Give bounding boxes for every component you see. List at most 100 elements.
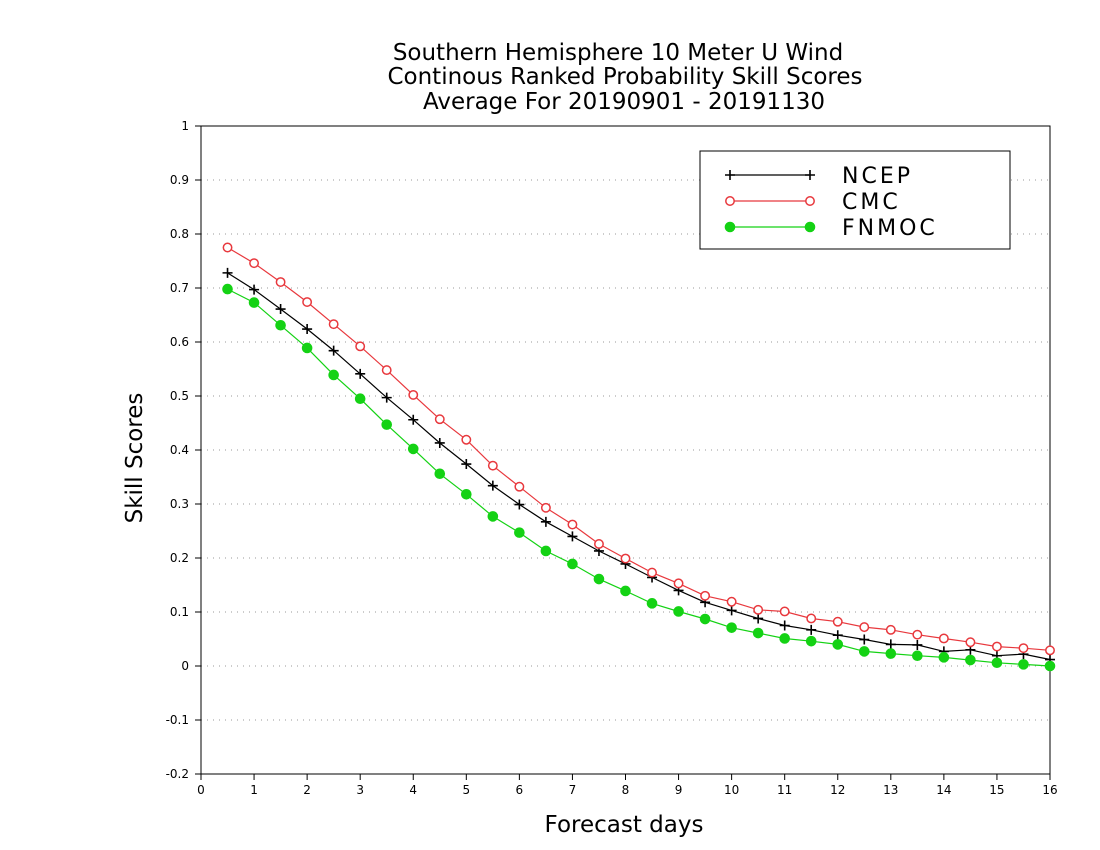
series-line-cmc <box>227 246 1051 651</box>
data-point-fnmoc <box>938 652 950 663</box>
legend-marker-ncep <box>805 170 815 180</box>
y-axis-title: Skill Scores <box>122 393 148 524</box>
data-point-fnmoc <box>646 598 658 609</box>
x-tick-label: 10 <box>724 783 739 797</box>
data-point-ncep <box>355 368 366 379</box>
data-point-ncep <box>514 499 525 510</box>
data-point-ncep <box>249 284 260 295</box>
title-line-2: Continous Ranked Probability Skill Score… <box>387 64 862 90</box>
data-point-cmc <box>779 606 790 617</box>
y-tick-label: 0.3 <box>170 497 189 511</box>
x-tick-label: 12 <box>830 783 845 797</box>
x-tick-label: 7 <box>569 783 577 797</box>
x-tick-label: 2 <box>303 783 311 797</box>
data-point-fnmoc <box>858 646 870 657</box>
data-point-cmc <box>275 277 286 288</box>
data-point-fnmoc <box>407 443 419 455</box>
data-point-ncep <box>328 345 339 356</box>
x-tick-labels: 0 1 2 3 4 5 6 7 8 9 10 11 12 13 14 15 16 <box>197 783 1057 797</box>
y-tick-label: 0.6 <box>170 335 189 349</box>
data-point-fnmoc <box>912 650 923 662</box>
data-point-fnmoc <box>991 657 1003 669</box>
x-tick-label: 4 <box>409 783 417 797</box>
data-point-fnmoc <box>514 527 525 538</box>
data-point-cmc <box>885 624 896 635</box>
y-tick-label: 0.7 <box>170 281 189 295</box>
data-point-fnmoc <box>726 622 737 633</box>
data-point-ncep <box>275 304 286 315</box>
data-point-cmc <box>938 633 949 644</box>
y-tick-label: 0.8 <box>170 227 189 241</box>
data-point-fnmoc <box>275 319 286 331</box>
gridlines <box>201 179 1050 721</box>
data-point-cmc <box>381 365 392 376</box>
data-point-fnmoc <box>434 468 446 480</box>
x-tick-label: 6 <box>516 783 524 797</box>
data-point-fnmoc <box>248 297 260 308</box>
y-tick-labels: -0.2 -0.1 0 0.1 0.2 0.3 0.4 0.5 0.6 0.7 0.8 0.9 1 <box>166 119 189 781</box>
legend-box <box>699 150 1011 250</box>
data-point-cmc <box>965 637 976 648</box>
data-point-fnmoc <box>381 419 393 430</box>
data-point-cmc <box>753 604 764 615</box>
series-ncep <box>222 267 1055 665</box>
data-point-ncep <box>302 324 313 335</box>
data-point-fnmoc <box>222 283 233 295</box>
data-point-cmc <box>408 389 419 400</box>
legend-marker-fnmoc <box>804 221 816 233</box>
x-tick-label: 14 <box>936 783 951 797</box>
data-point-ncep <box>832 630 843 641</box>
data-point-ncep <box>753 613 764 624</box>
x-tick-label: 3 <box>356 783 364 797</box>
data-point-fnmoc <box>673 606 684 617</box>
data-point-fnmoc <box>965 654 976 666</box>
legend-label-fnmoc: FNMOC <box>842 216 938 241</box>
legend-entry-ncep: NCEP <box>725 164 913 189</box>
x-tick-label: 13 <box>883 783 898 797</box>
axis-ticks <box>195 125 1051 780</box>
data-point-ncep <box>912 639 923 650</box>
data-point-cmc <box>1045 645 1055 656</box>
series-layer <box>222 242 1056 672</box>
x-tick-label: 1 <box>250 783 258 797</box>
data-point-fnmoc <box>487 511 499 522</box>
series-line-ncep <box>227 272 1051 661</box>
legend-entry-cmc: CMC <box>725 190 901 215</box>
data-point-cmc <box>567 519 578 530</box>
data-point-cmc <box>726 596 737 607</box>
data-point-cmc <box>991 641 1002 652</box>
title-line-3: Average For 20190901 - 20191130 <box>423 89 825 115</box>
y-tick-label: 0.4 <box>170 443 189 457</box>
data-point-cmc <box>222 242 233 253</box>
data-point-fnmoc <box>301 342 313 354</box>
x-tick-label: 9 <box>675 783 683 797</box>
x-tick-label: 5 <box>462 783 470 797</box>
legend-label-ncep: NCEP <box>842 164 913 189</box>
data-point-cmc <box>461 434 472 445</box>
data-point-fnmoc <box>885 648 897 659</box>
x-tick-label: 0 <box>197 783 205 797</box>
legend-label-cmc: CMC <box>842 190 901 215</box>
x-axis-title: Forecast days <box>545 812 704 838</box>
data-point-ncep <box>381 392 392 403</box>
series-fnmoc <box>222 283 1056 672</box>
data-point-cmc <box>434 414 445 425</box>
data-point-fnmoc <box>328 369 339 381</box>
data-point-cmc <box>673 578 684 589</box>
data-point-fnmoc <box>805 635 817 647</box>
data-point-ncep <box>461 459 472 470</box>
data-point-fnmoc <box>593 573 605 585</box>
data-point-cmc <box>912 629 923 640</box>
y-tick-label: -0.2 <box>166 767 189 781</box>
series-line-fnmoc <box>227 288 1051 667</box>
y-tick-label: 0.9 <box>170 173 189 187</box>
data-point-ncep <box>567 531 578 542</box>
x-tick-label: 15 <box>989 783 1004 797</box>
data-point-cmc <box>594 539 604 549</box>
data-point-fnmoc <box>699 613 711 625</box>
data-point-fnmoc <box>354 393 366 405</box>
data-point-ncep <box>859 634 870 645</box>
data-point-ncep <box>222 267 233 278</box>
data-point-fnmoc <box>1018 659 1029 670</box>
